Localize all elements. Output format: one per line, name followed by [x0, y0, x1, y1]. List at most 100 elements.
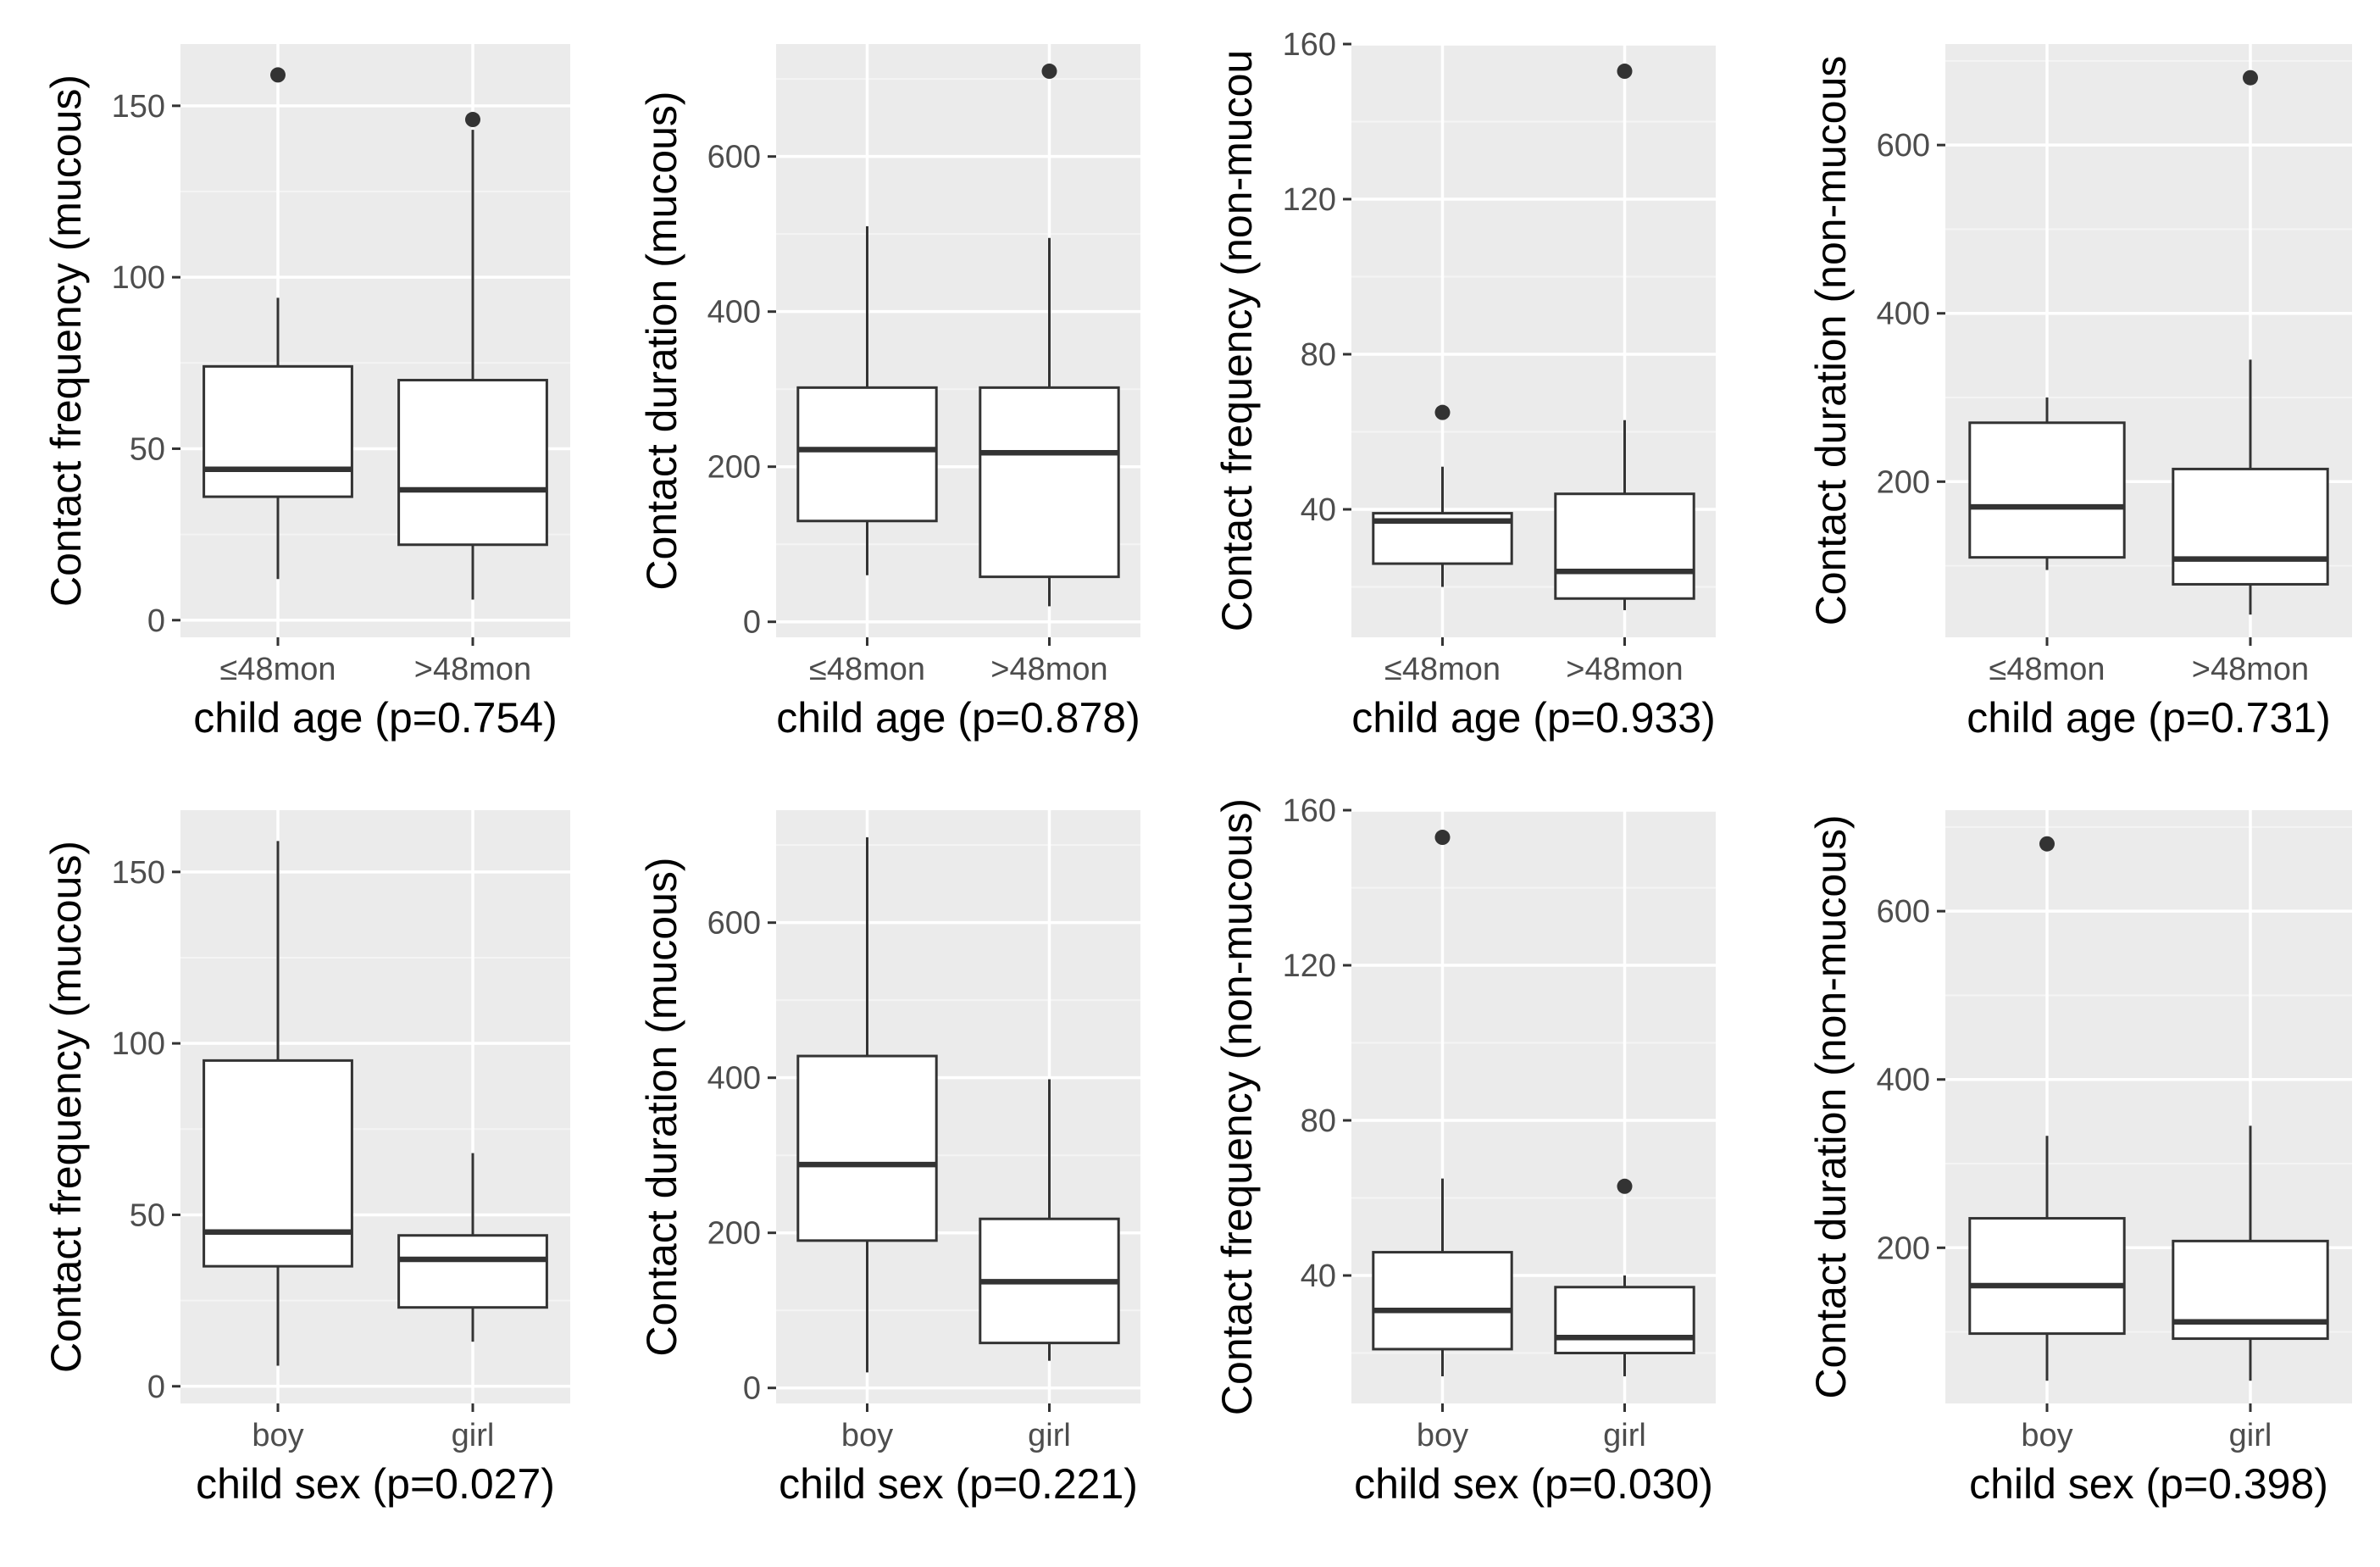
box-first [202, 67, 353, 580]
x-tick-label: >48mon [990, 652, 1107, 687]
x-axis-title: child sex (p=0.030) [1354, 1460, 1713, 1508]
y-tick-label: 0 [147, 603, 165, 639]
panel-4: 200 400 600 ≤48mon >48mon child age (p=0.731)… [1807, 44, 2352, 742]
y-tick-label: 80 [1301, 337, 1336, 373]
x-axis-title: child age (p=0.933) [1351, 694, 1715, 742]
y-axis-title: Contact frequency (non-mucou [1213, 50, 1261, 631]
box-second [1554, 1178, 1695, 1376]
y-axis-title: Contact duration (mucous) [638, 91, 685, 590]
y-tick-label: 400 [707, 1061, 761, 1097]
box-iqr [1968, 421, 2126, 559]
box-iqr [1554, 1286, 1695, 1355]
box-iqr [397, 379, 548, 547]
panel-7: 40 80 120 160 boy girl child sex (p=0.030) Cont… [1213, 793, 1716, 1508]
x-tick-label: girl [1028, 1418, 1071, 1453]
y-tick-label: 120 [1283, 182, 1336, 218]
box-first [202, 841, 353, 1366]
panel-background [180, 44, 570, 637]
y-axis-title: Contact frequency (mucous) [42, 75, 90, 607]
y-tick-label: 100 [112, 260, 165, 296]
box-second [979, 1079, 1120, 1361]
y-tick-label: 160 [1283, 793, 1336, 829]
x-tick-label: girl [2229, 1418, 2272, 1453]
x-tick-label: ≤48mon [809, 652, 925, 687]
y-tick-label: 40 [1301, 1259, 1336, 1294]
box-first [1372, 830, 1513, 1376]
box-second [1554, 64, 1695, 610]
box-iqr [202, 1059, 353, 1268]
box-iqr [979, 386, 1120, 579]
x-tick-label: boy [1417, 1418, 1468, 1453]
panel-1: 0 50 100 150 ≤48mon >48mon child age (p=0.754)… [42, 44, 570, 742]
y-tick-label: 200 [1877, 464, 1930, 500]
y-axis-title: Contact duration (mucous) [638, 857, 685, 1356]
x-axis-title: child sex (p=0.398) [1969, 1460, 2328, 1508]
outlier-point [1434, 404, 1451, 420]
y-tick-label: 0 [743, 605, 761, 641]
panel-5: 0 50 100 150 boy girl child sex (p=0.027) Conta… [42, 810, 570, 1508]
box-iqr [2172, 467, 2329, 586]
y-tick-label: 100 [112, 1026, 165, 1062]
outlier-point [1617, 1178, 1633, 1194]
y-axis-title: Contact frequency (mucous) [42, 841, 90, 1373]
y-tick-label: 150 [112, 89, 165, 125]
x-axis-title: child sex (p=0.221) [779, 1460, 1138, 1508]
y-tick-label: 50 [130, 431, 165, 467]
outlier-point [2039, 836, 2055, 852]
panel-3: 40 80 120 160 ≤48mon >48mon child age (p=0.933… [1213, 27, 1716, 742]
x-tick-label: >48mon [2192, 652, 2309, 687]
box-iqr [202, 364, 353, 498]
box-first [1372, 404, 1513, 587]
outlier-point [1041, 64, 1057, 80]
y-axis-title: Contact frequency (non-mucous) [1213, 798, 1261, 1415]
y-tick-label: 600 [1877, 128, 1930, 164]
outlier-point [1434, 830, 1451, 846]
box-iqr [796, 386, 938, 523]
y-tick-label: 120 [1283, 948, 1336, 984]
outlier-point [1617, 64, 1633, 80]
box-first [796, 837, 938, 1373]
x-tick-label: girl [452, 1418, 495, 1453]
x-tick-label: >48mon [1566, 652, 1683, 687]
x-axis-title: child age (p=0.754) [193, 694, 557, 742]
x-axis-title: child age (p=0.731) [1967, 694, 2330, 742]
box-first [1968, 397, 2126, 570]
x-tick-label: >48mon [414, 652, 531, 687]
y-tick-label: 400 [1877, 297, 1930, 332]
x-axis-title: child age (p=0.878) [776, 694, 1140, 742]
x-tick-label: ≤48mon [219, 652, 336, 687]
box-iqr [1554, 492, 1695, 600]
y-tick-label: 0 [743, 1371, 761, 1407]
y-tick-label: 160 [1283, 27, 1336, 63]
y-tick-label: 40 [1301, 492, 1336, 528]
x-tick-label: boy [2021, 1418, 2072, 1453]
y-tick-label: 150 [112, 855, 165, 891]
y-tick-label: 200 [707, 1216, 761, 1252]
y-tick-label: 600 [1877, 894, 1930, 930]
y-tick-label: 600 [707, 140, 761, 175]
box-first [796, 226, 938, 575]
x-tick-label: boy [841, 1418, 893, 1453]
y-tick-label: 200 [707, 450, 761, 486]
x-axis-title: child sex (p=0.027) [196, 1460, 555, 1508]
box-second [2172, 69, 2329, 615]
box-second [397, 1153, 548, 1342]
panel-8: 200 400 600 boy girl child sex (p=0.398) Conta… [1807, 810, 2352, 1508]
y-axis-title: Contact duration (non-mucous) [1807, 814, 1855, 1398]
box-second [2172, 1125, 2329, 1381]
x-tick-label: ≤48mon [1989, 652, 2105, 687]
y-tick-label: 80 [1301, 1103, 1336, 1139]
x-tick-label: girl [1603, 1418, 1646, 1453]
y-tick-label: 600 [707, 906, 761, 942]
box-second [397, 112, 548, 600]
box-iqr [397, 1234, 548, 1309]
y-tick-label: 400 [1877, 1063, 1930, 1098]
x-tick-label: ≤48mon [1384, 652, 1501, 687]
x-tick-label: boy [252, 1418, 303, 1453]
panel-2: 0 200 400 600 ≤48mon >48mon child age (p=0.878… [638, 44, 1140, 742]
box-first [1968, 836, 2126, 1381]
y-tick-label: 200 [1877, 1231, 1930, 1266]
y-tick-label: 400 [707, 295, 761, 331]
box-second [979, 64, 1120, 607]
